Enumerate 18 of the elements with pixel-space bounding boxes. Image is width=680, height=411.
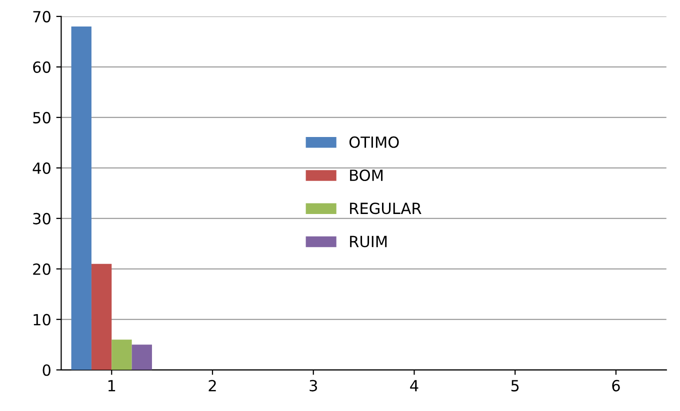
legend-label: REGULAR <box>350 202 422 214</box>
legend-label: OTIMO <box>349 136 399 148</box>
x-tick-label: 1 <box>108 380 116 392</box>
x-tick-label: 2 <box>208 380 216 392</box>
legend-label: BOM <box>350 169 383 182</box>
y-tick-label: 10 <box>34 314 50 326</box>
x-tick-label: 6 <box>612 380 620 392</box>
x-tick-label: 3 <box>310 380 317 392</box>
x-tick-label: 5 <box>511 380 519 392</box>
y-tick-label: 30 <box>33 212 50 224</box>
x-tick-label: 4 <box>410 380 418 392</box>
y-tick-label: 40 <box>32 162 50 174</box>
y-tick-label: 50 <box>33 112 50 124</box>
y-tick-label: 70 <box>33 10 50 22</box>
y-tick-label: 20 <box>33 263 50 275</box>
legend-label: RUIM <box>350 236 387 248</box>
y-tick-label: 0 <box>42 364 50 376</box>
y-tick-label: 60 <box>33 61 50 73</box>
